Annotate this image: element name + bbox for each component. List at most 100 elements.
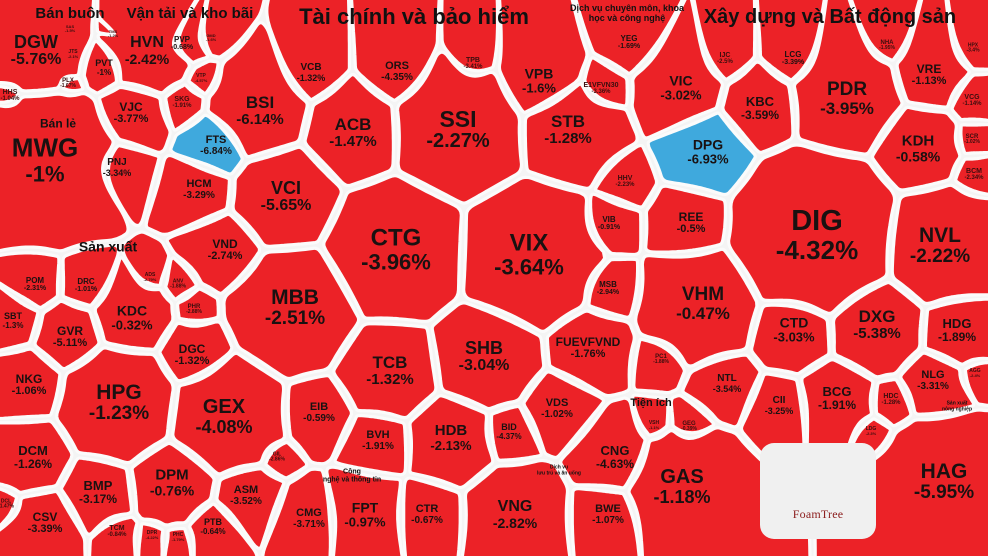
treemap-cell-dxg[interactable] bbox=[831, 280, 924, 379]
treemap-cell-ctd[interactable] bbox=[750, 303, 831, 376]
treemap-cell-vng[interactable] bbox=[459, 458, 574, 556]
treemap-cell-hvn[interactable] bbox=[96, 0, 211, 95]
treemap-cell-vcb[interactable] bbox=[265, 0, 351, 102]
treemap-cell-vci[interactable] bbox=[231, 145, 343, 249]
treemap-cell-hpx[interactable] bbox=[945, 0, 988, 71]
treemap-cell-dig[interactable] bbox=[727, 143, 897, 315]
treemap-cell-fts[interactable] bbox=[169, 113, 244, 176]
treemap-cell-ctg[interactable] bbox=[322, 173, 463, 323]
treemap-cell-ree[interactable] bbox=[644, 184, 728, 254]
treemap-cell-csv[interactable] bbox=[0, 489, 87, 556]
treemap-cell-msb[interactable] bbox=[587, 257, 640, 319]
treemap-cell-hhv[interactable] bbox=[593, 143, 659, 209]
treemap-cell-gmd[interactable] bbox=[202, 0, 270, 59]
treemap-cell-anv[interactable] bbox=[164, 256, 198, 301]
group-label-cong-nghe[interactable]: Công nghệ và thông tin bbox=[323, 468, 381, 483]
group-label-dich-vu-2[interactable]: Dịch vụ lưu trú và ăn uống bbox=[537, 465, 581, 477]
treemap-cell-pnj[interactable] bbox=[106, 144, 161, 228]
treemap-cell-vix[interactable] bbox=[462, 175, 607, 333]
treemap-cell-dpg[interactable] bbox=[646, 111, 757, 197]
treemap-cell-pom[interactable] bbox=[0, 251, 61, 309]
treemap-cell-skg[interactable] bbox=[164, 83, 205, 132]
group-label-san-xuat[interactable]: Sản xuất bbox=[79, 238, 137, 254]
treemap-cell-vre[interactable] bbox=[895, 0, 971, 109]
treemap-cell-hdc[interactable] bbox=[874, 378, 913, 428]
treemap-cell-tcb[interactable] bbox=[332, 322, 438, 420]
treemap-cell-scr[interactable] bbox=[959, 123, 988, 156]
treemap-cell-cng[interactable] bbox=[559, 396, 647, 490]
treemap-cell-vnd[interactable] bbox=[165, 212, 262, 295]
group-label-dich-vu[interactable]: Dịch vụ chuyên môn, khoa học và công nghệ bbox=[570, 3, 684, 24]
group-label-nong-nghiep[interactable]: Sản xuất nông nghiệp bbox=[942, 401, 972, 413]
treemap-cell-fpt[interactable] bbox=[325, 465, 406, 556]
treemap-cell-pc1[interactable] bbox=[632, 337, 686, 395]
group-label-tien-ich[interactable]: Tiện ích bbox=[630, 397, 671, 409]
treemap-cell-hdb[interactable] bbox=[408, 394, 495, 490]
treemap-cell-phr[interactable] bbox=[176, 287, 220, 322]
treemap-cell-drc[interactable] bbox=[61, 243, 121, 307]
treemap-cell-dgc[interactable] bbox=[158, 320, 234, 383]
treemap-cell-bsi[interactable] bbox=[206, 21, 309, 159]
treemap-cell-tcm[interactable] bbox=[88, 515, 139, 556]
treemap-cell-kdh[interactable] bbox=[870, 105, 962, 192]
treemap-cell-dcm[interactable] bbox=[0, 419, 74, 494]
group-label-van-tai[interactable]: Vận tải và kho bãi bbox=[127, 5, 254, 23]
treemap-cell-hcm[interactable] bbox=[144, 153, 231, 236]
treemap-cell-phc[interactable] bbox=[163, 526, 193, 556]
treemap-cell-plx[interactable] bbox=[61, 76, 85, 93]
treemap-cell-gil[interactable] bbox=[264, 440, 309, 480]
treemap-cell-tms[interactable] bbox=[95, 17, 115, 36]
treemap-cell-shb[interactable] bbox=[430, 301, 546, 411]
treemap-cell-pvp[interactable] bbox=[177, 0, 210, 64]
treemap-cell-pvt[interactable] bbox=[82, 39, 119, 95]
treemap-cell-asm[interactable] bbox=[215, 467, 286, 550]
treemap-cell-dpr[interactable] bbox=[137, 522, 165, 556]
treemap-cell-mbb[interactable] bbox=[222, 246, 361, 381]
treemap-cell-bwe[interactable] bbox=[570, 487, 641, 556]
treemap-cell-nlg[interactable] bbox=[899, 351, 976, 416]
treemap-cell-stb[interactable] bbox=[523, 82, 639, 190]
treemap-cell-tpb[interactable] bbox=[440, 0, 500, 73]
treemap-cell-ssi[interactable] bbox=[395, 50, 524, 205]
treemap-cell-dcl[interactable] bbox=[0, 483, 19, 552]
treemap-cell-hhs[interactable] bbox=[0, 85, 20, 104]
treemap-cell-hpg[interactable] bbox=[55, 346, 175, 465]
treemap-cell-vtp[interactable] bbox=[187, 59, 220, 96]
treemap-cell-gex[interactable] bbox=[171, 351, 287, 476]
treemap-cell-dgw[interactable] bbox=[0, 0, 96, 93]
treemap-cell-agg[interactable] bbox=[963, 360, 988, 408]
treemap-cell-geg[interactable] bbox=[669, 393, 716, 435]
treemap-cell-bmp[interactable] bbox=[59, 456, 134, 536]
treemap-cell-pdr[interactable] bbox=[792, 0, 904, 156]
treemap-cell-vcg[interactable] bbox=[950, 71, 988, 124]
treemap-cell-fuevfvnd[interactable] bbox=[545, 309, 636, 398]
treemap-cell-vpb[interactable] bbox=[497, 0, 589, 114]
treemap-cell-vic[interactable] bbox=[630, 0, 724, 140]
treemap-cell-cmg[interactable] bbox=[261, 467, 332, 556]
treemap-cell-nha[interactable] bbox=[842, 0, 925, 62]
treemap-cell-ptb[interactable] bbox=[188, 502, 260, 556]
treemap-cell-bid[interactable] bbox=[489, 404, 543, 462]
treemap-cell-sbt[interactable] bbox=[0, 265, 40, 355]
treemap-cell-acb[interactable] bbox=[303, 72, 395, 188]
treemap-cell-nkg[interactable] bbox=[0, 347, 62, 421]
treemap-cell-kbc[interactable] bbox=[721, 60, 795, 155]
treemap-cell-vsh[interactable] bbox=[631, 393, 670, 437]
treemap-cell-vds[interactable] bbox=[522, 370, 606, 460]
treemap-cell-lcg[interactable] bbox=[755, 0, 828, 82]
treemap-cell-yeg[interactable] bbox=[569, 0, 691, 75]
group-label-xay-dung[interactable]: Xây dựng và Bất động sản bbox=[704, 6, 956, 28]
treemap-cell-ads[interactable] bbox=[120, 230, 171, 287]
treemap-cell-ijc[interactable] bbox=[692, 0, 757, 81]
treemap-cell-vjc[interactable] bbox=[98, 85, 172, 154]
treemap-cell-bvh[interactable] bbox=[333, 414, 408, 477]
treemap-cell-bcm[interactable] bbox=[954, 152, 988, 196]
treemap-cell-ors[interactable] bbox=[349, 0, 441, 102]
group-label-ban-buon[interactable]: Bán buôn bbox=[35, 5, 104, 23]
treemap-cell-hdg[interactable] bbox=[923, 297, 988, 366]
treemap-cell-vhm[interactable] bbox=[634, 247, 759, 368]
treemap-cell-e1vfvn30[interactable] bbox=[583, 56, 629, 108]
treemap-cell-ntl[interactable] bbox=[681, 353, 762, 429]
treemap-cell-kdc[interactable] bbox=[93, 256, 175, 351]
treemap-cell-eib[interactable] bbox=[286, 374, 353, 466]
